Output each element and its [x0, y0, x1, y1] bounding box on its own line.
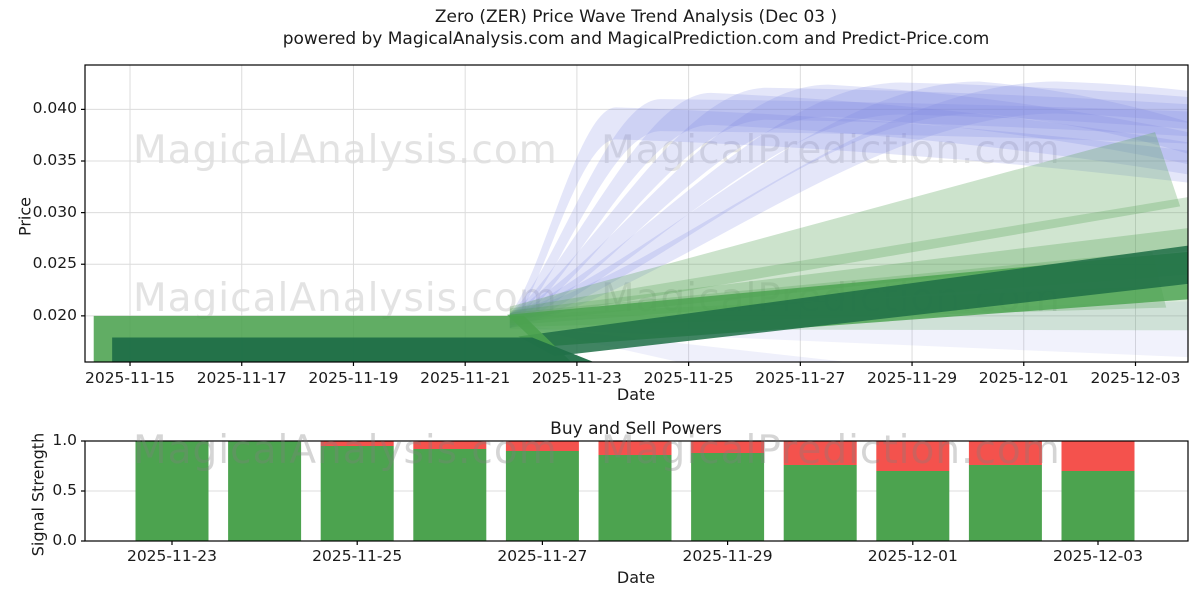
green-trend-band: [509, 197, 1188, 324]
top-y-tick-label: 0.025: [32, 254, 77, 273]
buy-power-bar: [135, 441, 209, 541]
bottom-chart-title: Buy and Sell Powers: [550, 419, 722, 439]
top-x-tick-label: 2025-12-01: [978, 369, 1069, 387]
top-x-tick-label: 2025-12-03: [1090, 369, 1181, 387]
top-x-tick-label: 2025-11-23: [531, 369, 622, 387]
watermark-analysis: MagicalAnalysis.com: [133, 428, 558, 473]
sell-power-bar: [876, 441, 950, 471]
bottom-x-tick-label: 2025-11-25: [312, 547, 403, 565]
date-axis-label-bottom: Date: [616, 568, 656, 587]
bottom-x-tick-label: 2025-12-03: [1052, 547, 1144, 565]
wave-projection-band: [509, 82, 1188, 329]
buy-power-bar: [876, 471, 950, 541]
top-x-tick-label: 2025-11-29: [867, 369, 958, 387]
wave-projection-band: [509, 84, 1188, 329]
green-trend-band: [509, 132, 1181, 322]
buy-power-bar: [413, 449, 487, 541]
top-axes-frame: [84, 64, 1189, 363]
top-x-tick-label: 2025-11-27: [755, 369, 846, 387]
wave-projection-band: [509, 107, 1188, 329]
watermark-analysis: MagicalAnalysis.com: [133, 276, 558, 321]
price-bands-layer: [93, 81, 1188, 362]
watermark-analysis: MagicalAnalysis.com: [133, 128, 558, 173]
buy-power-bar: [598, 455, 672, 541]
bottom-y-tick-label: 0.0: [52, 531, 77, 549]
bottom-y-tick-label: 1.0: [52, 431, 77, 449]
bottom-x-tick-label: 2025-12-01: [867, 547, 958, 565]
wave-projection-band: [509, 99, 1188, 329]
bottom-x-tick-label: 2025-11-23: [126, 547, 218, 565]
history-price-band: [518, 245, 1188, 357]
wave-projection-band: [509, 81, 1188, 329]
buy-power-bar: [505, 451, 579, 541]
sell-power-bar: [505, 441, 579, 451]
buy-power-bar: [228, 441, 302, 541]
bottom-x-tick-label: 2025-11-29: [682, 547, 773, 565]
watermark-prediction: MagicalPrediction.com: [601, 128, 1061, 173]
sell-power-bar: [320, 441, 394, 446]
watermark-prediction: MagicalPrediction.com: [601, 428, 1061, 473]
top-x-tick-label: 2025-11-17: [196, 369, 287, 387]
sell-power-bar: [1061, 441, 1135, 471]
buy-power-bar: [320, 446, 394, 541]
date-axis-label-top: Date: [616, 385, 656, 404]
buy-power-bar: [1061, 471, 1135, 541]
top-y-tick-label: 0.020: [32, 305, 77, 324]
sell-power-bar: [413, 441, 487, 449]
bottom-x-tick-label: 2025-11-27: [497, 547, 588, 565]
chart-title: Zero (ZER) Price Wave Trend Analysis (De…: [434, 7, 838, 27]
buy-power-bar: [968, 465, 1042, 541]
buy-power-bar: [691, 453, 765, 541]
top-y-tick-label: 0.030: [32, 202, 77, 221]
top-x-tick-label: 2025-11-15: [84, 369, 176, 387]
top-x-tick-label: 2025-11-19: [308, 369, 399, 387]
chart-subtitle: powered by MagicalAnalysis.com and Magic…: [282, 29, 990, 49]
sell-power-bar: [691, 441, 765, 453]
top-y-tick-label: 0.040: [32, 99, 77, 118]
wave-projection-band: [509, 87, 1188, 329]
top-x-tick-label: 2025-11-25: [643, 369, 734, 387]
sell-power-bar: [783, 441, 857, 465]
history-price-band: [112, 337, 594, 362]
sell-power-bar: [968, 441, 1042, 465]
wave-projection-band: [509, 81, 1188, 329]
top-y-tick-label: 0.035: [32, 151, 77, 169]
bottom-y-tick-label: 0.5: [52, 481, 77, 499]
buy-power-bar: [783, 465, 857, 541]
sell-power-bar: [598, 441, 672, 455]
top-x-tick-label: 2025-11-21: [420, 369, 511, 387]
